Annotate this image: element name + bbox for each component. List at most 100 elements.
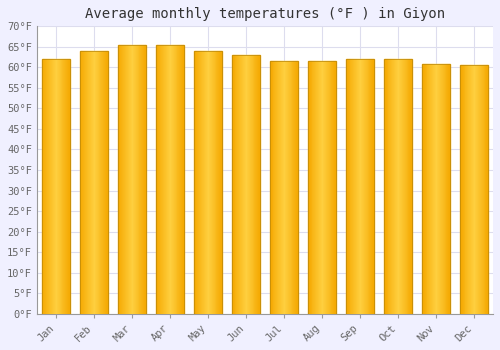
Bar [207, 51, 208, 314]
Bar [316, 61, 317, 314]
Bar [126, 45, 127, 314]
Bar [209, 51, 210, 314]
Bar [386, 59, 388, 314]
Bar [397, 59, 398, 314]
Bar [56, 59, 57, 314]
Bar [439, 64, 440, 314]
Bar [122, 45, 124, 314]
Bar [245, 55, 246, 314]
Bar [478, 65, 479, 314]
Bar [464, 65, 466, 314]
Bar [180, 45, 182, 314]
Bar [42, 59, 70, 314]
Bar [198, 51, 200, 314]
Bar [368, 59, 370, 314]
Bar [158, 45, 160, 314]
Bar [477, 65, 478, 314]
Bar [360, 59, 361, 314]
Bar [171, 45, 172, 314]
Bar [312, 61, 314, 314]
Bar [396, 59, 397, 314]
Bar [468, 65, 469, 314]
Bar [394, 59, 395, 314]
Bar [314, 61, 316, 314]
Bar [94, 51, 95, 314]
Bar [279, 61, 280, 314]
Bar [80, 51, 82, 314]
Bar [49, 59, 50, 314]
Bar [203, 51, 204, 314]
Bar [364, 59, 366, 314]
Bar [104, 51, 105, 314]
Bar [42, 59, 43, 314]
Bar [238, 55, 240, 314]
Bar [372, 59, 374, 314]
Bar [283, 61, 284, 314]
Bar [221, 51, 222, 314]
Bar [366, 59, 368, 314]
Bar [440, 64, 441, 314]
Bar [362, 59, 363, 314]
Bar [201, 51, 202, 314]
Bar [472, 65, 473, 314]
Bar [236, 55, 238, 314]
Bar [460, 65, 462, 314]
Bar [448, 64, 450, 314]
Bar [240, 55, 241, 314]
Bar [106, 51, 107, 314]
Bar [68, 59, 69, 314]
Bar [163, 45, 164, 314]
Bar [398, 59, 399, 314]
Bar [435, 64, 436, 314]
Bar [432, 64, 433, 314]
Bar [370, 59, 372, 314]
Bar [128, 45, 129, 314]
Bar [296, 61, 297, 314]
Bar [200, 51, 201, 314]
Bar [202, 51, 203, 314]
Bar [166, 45, 167, 314]
Bar [50, 59, 51, 314]
Bar [363, 59, 364, 314]
Bar [249, 55, 250, 314]
Bar [270, 61, 272, 314]
Bar [178, 45, 180, 314]
Bar [406, 59, 408, 314]
Bar [134, 45, 136, 314]
Bar [127, 45, 128, 314]
Bar [446, 64, 448, 314]
Bar [404, 59, 406, 314]
Bar [98, 51, 100, 314]
Bar [355, 59, 356, 314]
Bar [274, 61, 276, 314]
Bar [346, 59, 348, 314]
Bar [182, 45, 183, 314]
Bar [89, 51, 90, 314]
Bar [437, 64, 438, 314]
Bar [87, 51, 88, 314]
Bar [252, 55, 254, 314]
Bar [384, 59, 412, 314]
Bar [133, 45, 134, 314]
Bar [319, 61, 320, 314]
Bar [422, 64, 450, 314]
Bar [120, 45, 122, 314]
Bar [140, 45, 141, 314]
Bar [196, 51, 198, 314]
Bar [285, 61, 286, 314]
Bar [91, 51, 92, 314]
Bar [57, 59, 58, 314]
Bar [246, 55, 247, 314]
Bar [473, 65, 474, 314]
Bar [322, 61, 323, 314]
Bar [422, 64, 424, 314]
Bar [287, 61, 288, 314]
Bar [294, 61, 296, 314]
Bar [84, 51, 86, 314]
Bar [330, 61, 332, 314]
Bar [258, 55, 259, 314]
Bar [256, 55, 258, 314]
Bar [290, 61, 292, 314]
Bar [424, 64, 426, 314]
Bar [62, 59, 64, 314]
